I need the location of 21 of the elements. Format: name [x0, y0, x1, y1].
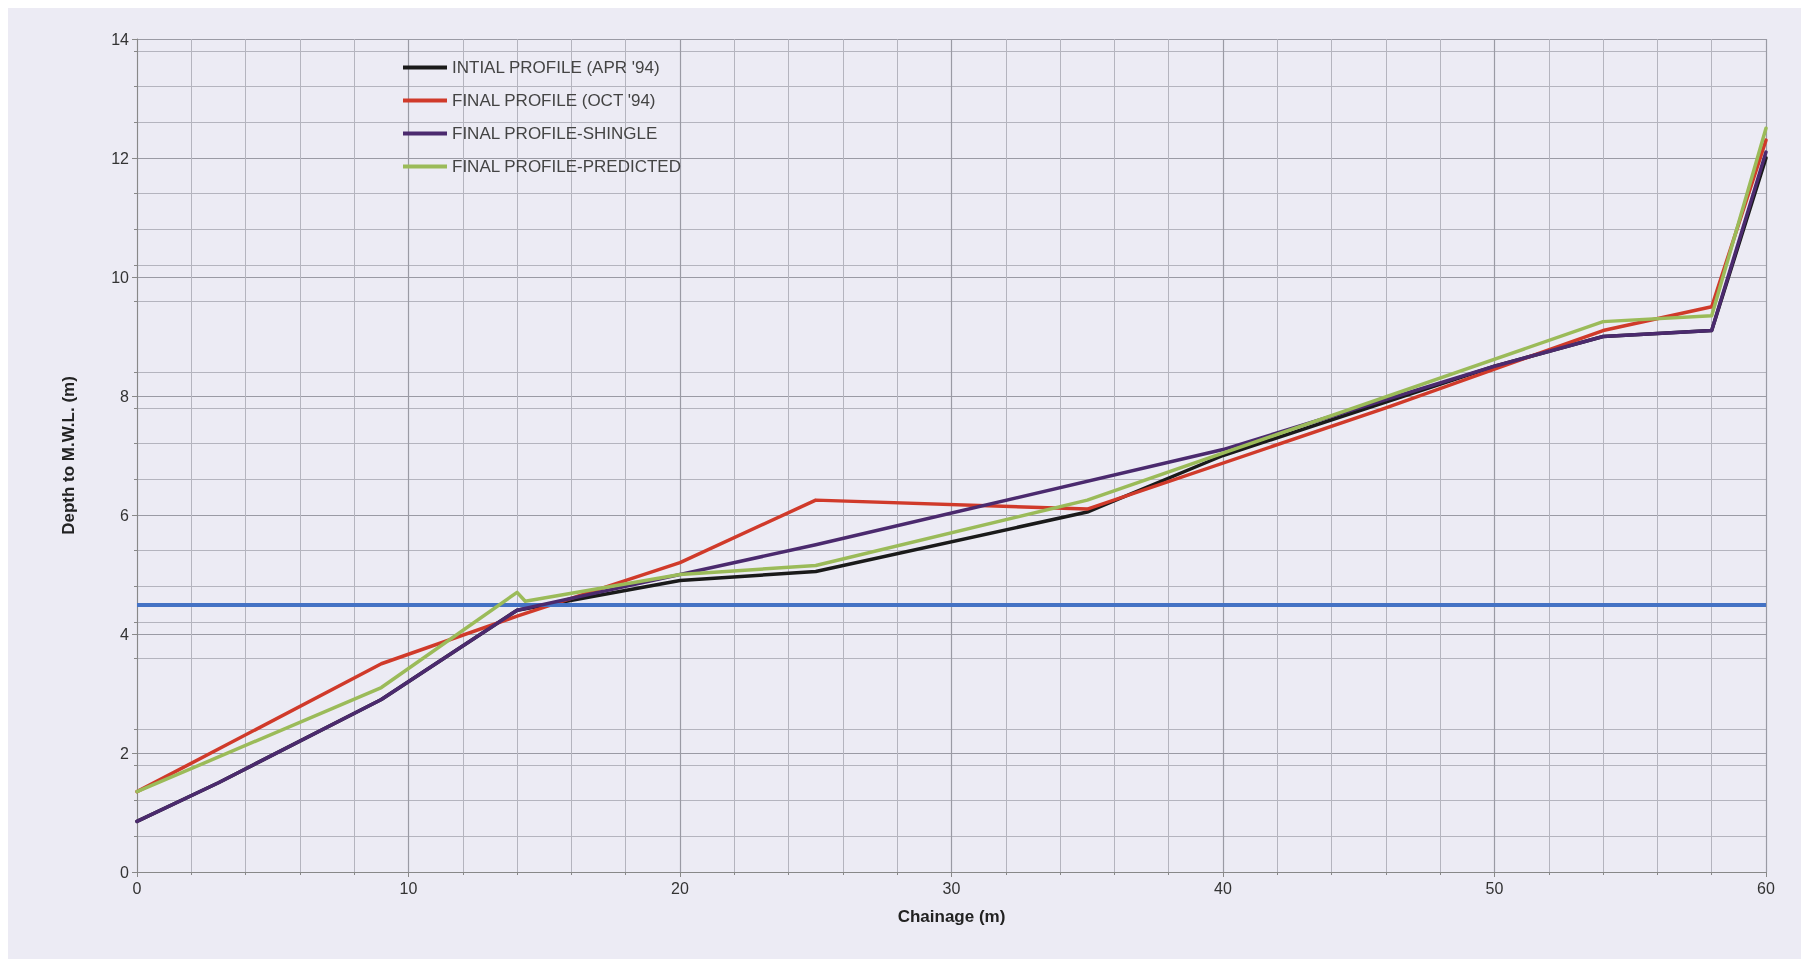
x-tick-label: 50 — [1485, 879, 1504, 897]
y-tick-label: 14 — [111, 30, 130, 48]
x-tick-label: 30 — [942, 879, 961, 897]
y-tick-label: 8 — [120, 387, 130, 405]
x-tick-label: 60 — [1757, 879, 1775, 897]
legend-label: FINAL PROFILE-PREDICTED — [452, 157, 681, 176]
x-tick-label: 20 — [671, 879, 689, 897]
legend-label: FINAL PROFILE (OCT '94) — [452, 91, 656, 110]
y-tick-label: 12 — [111, 149, 130, 167]
y-axis-title: Depth to M.W.L. (m) — [59, 376, 78, 535]
legend-label: INTIAL PROFILE (APR '94) — [452, 58, 660, 77]
x-tick-label: 40 — [1214, 879, 1232, 897]
x-axis-title: Chainage (m) — [897, 907, 1006, 926]
x-tick-label: 10 — [399, 879, 418, 897]
y-tick-label: 0 — [120, 863, 130, 881]
x-tick-label: 0 — [132, 879, 142, 897]
legend-label: FINAL PROFILE-SHINGLE — [452, 124, 658, 143]
y-tick-label: 2 — [120, 744, 130, 762]
y-tick-label: 10 — [111, 268, 130, 286]
y-tick-label: 4 — [120, 625, 130, 643]
y-tick-label: 6 — [120, 506, 130, 524]
